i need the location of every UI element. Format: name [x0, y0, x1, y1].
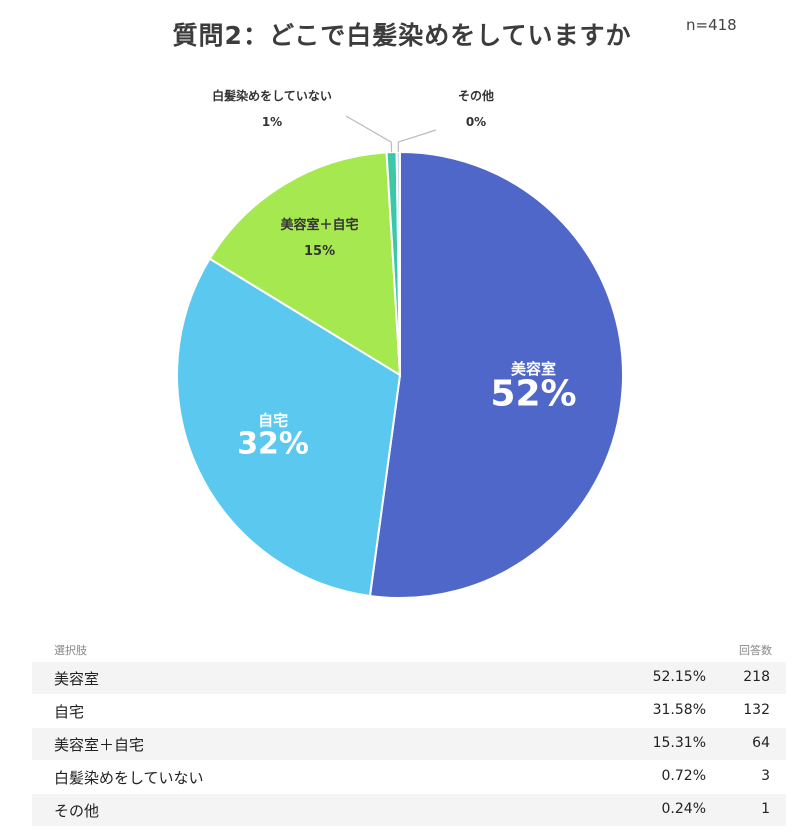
row-count: 218 — [743, 669, 770, 685]
sample-size-label: n=418 — [686, 16, 737, 34]
slice-name-label: 白髪染めをしていない — [212, 88, 332, 103]
row-label: 美容室 — [54, 670, 100, 688]
row-count: 1 — [761, 801, 770, 817]
slice-percent-label: 32% — [237, 426, 309, 461]
row-percent: 31.58% — [652, 702, 706, 718]
row-percent: 0.72% — [661, 768, 706, 784]
slice-name-label: 美容室 — [511, 360, 556, 378]
row-label: 自宅 — [54, 703, 85, 721]
table-row: 自宅 31.58% 132 — [32, 695, 786, 728]
row-percent: 52.15% — [652, 669, 706, 685]
slice-name-label: その他 — [458, 88, 494, 103]
table-row: 美容室 52.15% 218 — [32, 662, 786, 695]
chart-title: 質問2：どこで白髪染めをしていますか — [172, 21, 632, 50]
slice-name-label: 自宅 — [258, 411, 288, 429]
pie-slice — [176, 257, 402, 598]
results-table: 選択肢 回答数 美容室 52.15% 218 自宅 31.58% 132 美容室… — [32, 634, 786, 827]
header-choice: 選択肢 — [54, 644, 87, 657]
leader-line — [345, 115, 393, 153]
row-count: 64 — [752, 735, 770, 751]
table-row: その他 0.24% 1 — [32, 794, 786, 827]
pie-slice — [368, 150, 624, 599]
row-label: 美容室＋自宅 — [54, 736, 145, 754]
row-count: 132 — [743, 702, 770, 718]
leader-line — [397, 129, 437, 153]
row-label: 白髪染めをしていない — [54, 769, 204, 787]
table-header: 選択肢 回答数 — [32, 634, 786, 662]
row-percent: 0.24% — [661, 801, 706, 817]
slice-percent-label: 1% — [262, 115, 282, 129]
table-row: 白髪染めをしていない 0.72% 3 — [32, 761, 786, 794]
slice-percent-label: 52% — [490, 374, 576, 415]
header-count: 回答数 — [739, 644, 772, 657]
table-row: 美容室＋自宅 15.31% 64 — [32, 728, 786, 761]
row-count: 3 — [761, 768, 770, 784]
slice-name-label: 美容室＋自宅 — [281, 217, 359, 233]
pie-slice — [208, 151, 402, 377]
slice-percent-label: 0% — [466, 115, 486, 129]
slice-percent-label: 15% — [304, 244, 335, 259]
row-percent: 15.31% — [652, 735, 706, 751]
row-label: その他 — [54, 802, 100, 820]
